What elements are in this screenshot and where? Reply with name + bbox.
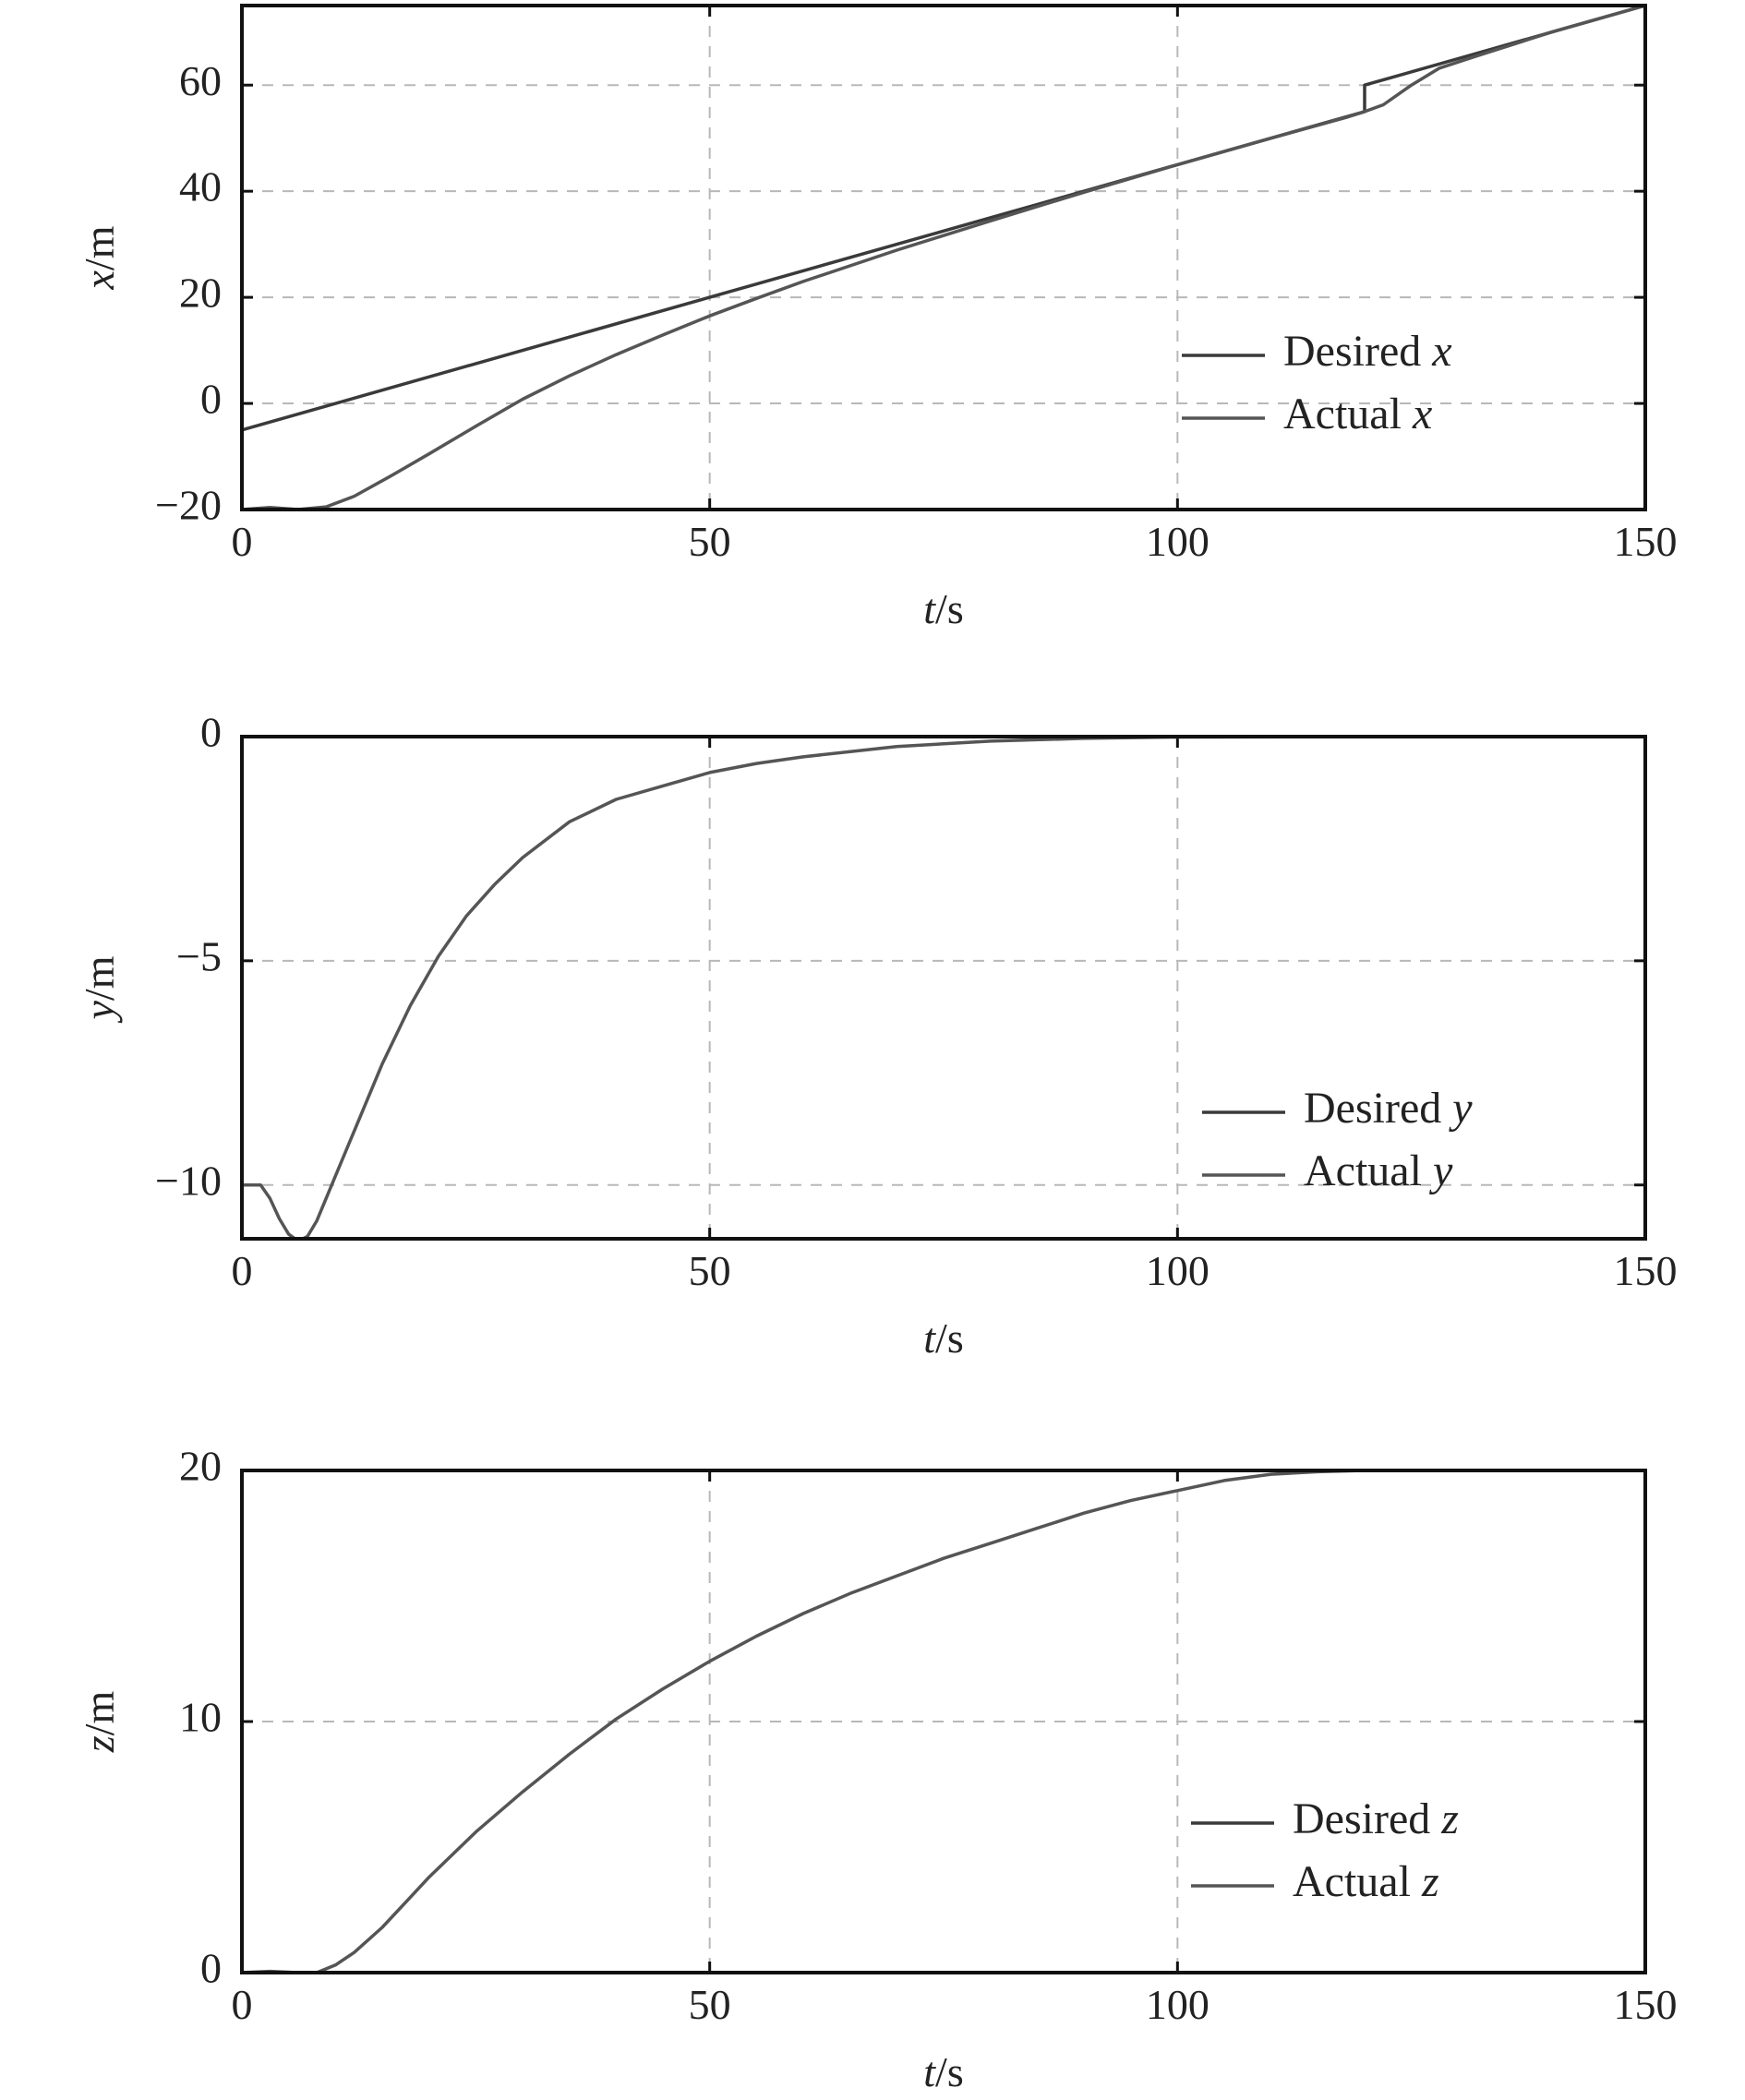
legend-label: Desired z <box>1293 1794 1459 1843</box>
plot-frame <box>240 735 1647 1241</box>
x-tick-label: 150 <box>1614 1981 1678 2028</box>
x-tick-label: 0 <box>232 1247 253 1294</box>
x-axis-label: t/s <box>923 585 963 632</box>
x-tick-label: 0 <box>232 518 253 565</box>
x-tick-label: 50 <box>689 518 731 565</box>
y-axis-label: y/m <box>76 955 123 1023</box>
x-tick-label: 50 <box>689 1247 731 1294</box>
y-tick-label: 0 <box>200 1945 222 1992</box>
x-tick-label: 100 <box>1146 1981 1209 2028</box>
x-tick-label: 150 <box>1614 1247 1678 1294</box>
y-tick-label: −10 <box>155 1157 222 1204</box>
legend-label: Actual z <box>1293 1857 1439 1906</box>
legend: Desired z Actual z <box>1191 1794 1459 1906</box>
legend-label: Desired y <box>1304 1084 1473 1133</box>
x-tick-label: 50 <box>689 1981 731 2028</box>
y-tick-label: 10 <box>179 1694 222 1741</box>
legend-label: Desired x <box>1283 327 1452 376</box>
legend: Desired x Actual x <box>1182 327 1452 438</box>
plot-frame <box>240 1469 1647 1974</box>
y-tick-label: −20 <box>155 482 222 529</box>
x-axis-label: t/s <box>923 1314 963 1362</box>
y-tick-label: 20 <box>179 1443 222 1490</box>
x-tick-label: 100 <box>1146 1247 1209 1294</box>
x-tick-label: 100 <box>1146 518 1209 565</box>
legend-label: Actual x <box>1283 390 1432 438</box>
y-axis-label: z/m <box>76 1691 123 1754</box>
y-tick-label: 0 <box>200 376 222 423</box>
y-axis-label: x/m <box>76 225 123 290</box>
x-axis-label: t/s <box>923 2048 963 2095</box>
chart-panel-2: 0 50 100 150 −10 −5 0 t/s y/m Desired y Actual y <box>76 709 1678 1362</box>
legend: Desired y Actual y <box>1202 1084 1473 1195</box>
chart-panel-3: 0 50 100 150 0 10 20 t/s z/m Desired z Actual z <box>76 1443 1678 2095</box>
legend-label: Actual y <box>1304 1146 1453 1195</box>
plot-frame <box>240 4 1647 511</box>
x-tick-label: 150 <box>1614 518 1678 565</box>
y-tick-label: −5 <box>176 932 222 979</box>
y-tick-label: 20 <box>179 270 222 317</box>
y-tick-label: 0 <box>200 709 222 756</box>
series-line-actual <box>242 1469 1645 1974</box>
series-line-actual <box>242 4 1645 511</box>
y-tick-label: 60 <box>179 57 222 104</box>
y-tick-label: 40 <box>179 163 222 210</box>
x-tick-label: 0 <box>232 1981 253 2028</box>
